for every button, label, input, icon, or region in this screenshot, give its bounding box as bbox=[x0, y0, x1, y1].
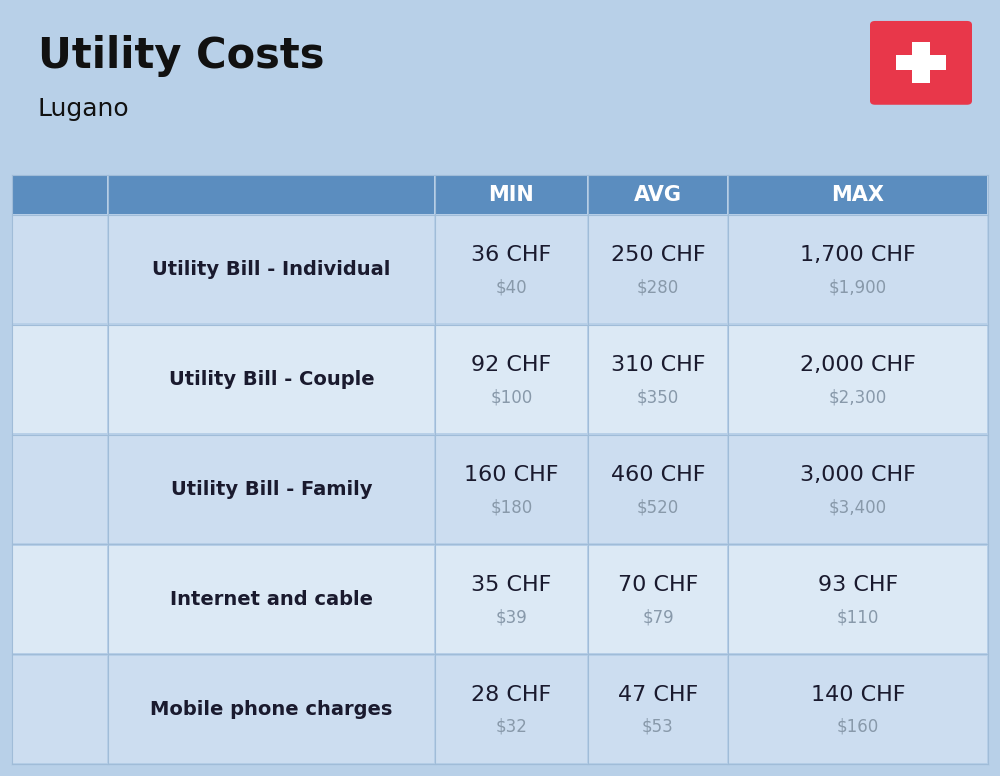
FancyBboxPatch shape bbox=[109, 546, 434, 653]
Text: Utility Bill - Couple: Utility Bill - Couple bbox=[169, 370, 374, 389]
FancyBboxPatch shape bbox=[729, 217, 987, 323]
FancyBboxPatch shape bbox=[13, 175, 107, 214]
FancyBboxPatch shape bbox=[109, 175, 434, 214]
Text: $39: $39 bbox=[496, 608, 527, 626]
FancyBboxPatch shape bbox=[729, 436, 987, 543]
Text: $2,300: $2,300 bbox=[829, 388, 887, 406]
FancyBboxPatch shape bbox=[436, 326, 587, 433]
Text: 140 CHF: 140 CHF bbox=[811, 685, 905, 705]
FancyBboxPatch shape bbox=[729, 546, 987, 653]
Text: MIN: MIN bbox=[489, 185, 534, 205]
FancyBboxPatch shape bbox=[436, 217, 587, 323]
Text: Mobile phone charges: Mobile phone charges bbox=[150, 700, 393, 719]
Text: 1,700 CHF: 1,700 CHF bbox=[800, 245, 916, 265]
FancyBboxPatch shape bbox=[589, 326, 727, 433]
Text: 310 CHF: 310 CHF bbox=[611, 355, 705, 376]
Text: $520: $520 bbox=[637, 498, 679, 516]
FancyBboxPatch shape bbox=[589, 217, 727, 323]
FancyBboxPatch shape bbox=[896, 55, 946, 71]
FancyBboxPatch shape bbox=[589, 546, 727, 653]
Text: $53: $53 bbox=[642, 718, 674, 736]
Text: $32: $32 bbox=[496, 718, 527, 736]
FancyBboxPatch shape bbox=[13, 326, 107, 433]
Text: 93 CHF: 93 CHF bbox=[818, 575, 898, 595]
Text: Internet and cable: Internet and cable bbox=[170, 590, 373, 609]
Text: 28 CHF: 28 CHF bbox=[471, 685, 552, 705]
FancyBboxPatch shape bbox=[13, 656, 107, 763]
Text: 460 CHF: 460 CHF bbox=[611, 466, 705, 485]
Text: $350: $350 bbox=[637, 388, 679, 406]
Text: 35 CHF: 35 CHF bbox=[471, 575, 552, 595]
FancyBboxPatch shape bbox=[729, 656, 987, 763]
Text: 250 CHF: 250 CHF bbox=[611, 245, 705, 265]
FancyBboxPatch shape bbox=[729, 175, 987, 214]
Text: 70 CHF: 70 CHF bbox=[618, 575, 698, 595]
Text: $180: $180 bbox=[490, 498, 533, 516]
FancyBboxPatch shape bbox=[436, 656, 587, 763]
Text: $100: $100 bbox=[490, 388, 533, 406]
Text: 160 CHF: 160 CHF bbox=[464, 466, 559, 485]
FancyBboxPatch shape bbox=[589, 656, 727, 763]
Text: $79: $79 bbox=[642, 608, 674, 626]
Text: 36 CHF: 36 CHF bbox=[471, 245, 552, 265]
FancyBboxPatch shape bbox=[109, 326, 434, 433]
FancyBboxPatch shape bbox=[109, 436, 434, 543]
Text: Utility Costs: Utility Costs bbox=[38, 35, 324, 77]
Text: Utility Bill - Individual: Utility Bill - Individual bbox=[152, 260, 391, 279]
FancyBboxPatch shape bbox=[912, 43, 930, 83]
Text: Lugano: Lugano bbox=[38, 97, 130, 121]
Text: $280: $280 bbox=[637, 279, 679, 296]
Text: 2,000 CHF: 2,000 CHF bbox=[800, 355, 916, 376]
FancyBboxPatch shape bbox=[870, 21, 972, 105]
FancyBboxPatch shape bbox=[13, 546, 107, 653]
Text: $160: $160 bbox=[837, 718, 879, 736]
FancyBboxPatch shape bbox=[589, 175, 727, 214]
Text: $3,400: $3,400 bbox=[829, 498, 887, 516]
Text: $1,900: $1,900 bbox=[829, 279, 887, 296]
FancyBboxPatch shape bbox=[436, 175, 587, 214]
Text: 47 CHF: 47 CHF bbox=[618, 685, 698, 705]
FancyBboxPatch shape bbox=[13, 436, 107, 543]
FancyBboxPatch shape bbox=[436, 546, 587, 653]
FancyBboxPatch shape bbox=[13, 217, 107, 323]
Text: MAX: MAX bbox=[832, 185, 885, 205]
FancyBboxPatch shape bbox=[589, 436, 727, 543]
FancyBboxPatch shape bbox=[109, 217, 434, 323]
Text: $110: $110 bbox=[837, 608, 879, 626]
Text: 92 CHF: 92 CHF bbox=[471, 355, 552, 376]
FancyBboxPatch shape bbox=[436, 436, 587, 543]
FancyBboxPatch shape bbox=[729, 326, 987, 433]
Text: AVG: AVG bbox=[634, 185, 682, 205]
Text: $40: $40 bbox=[496, 279, 527, 296]
Text: 3,000 CHF: 3,000 CHF bbox=[800, 466, 916, 485]
FancyBboxPatch shape bbox=[109, 656, 434, 763]
Text: Utility Bill - Family: Utility Bill - Family bbox=[171, 480, 372, 499]
